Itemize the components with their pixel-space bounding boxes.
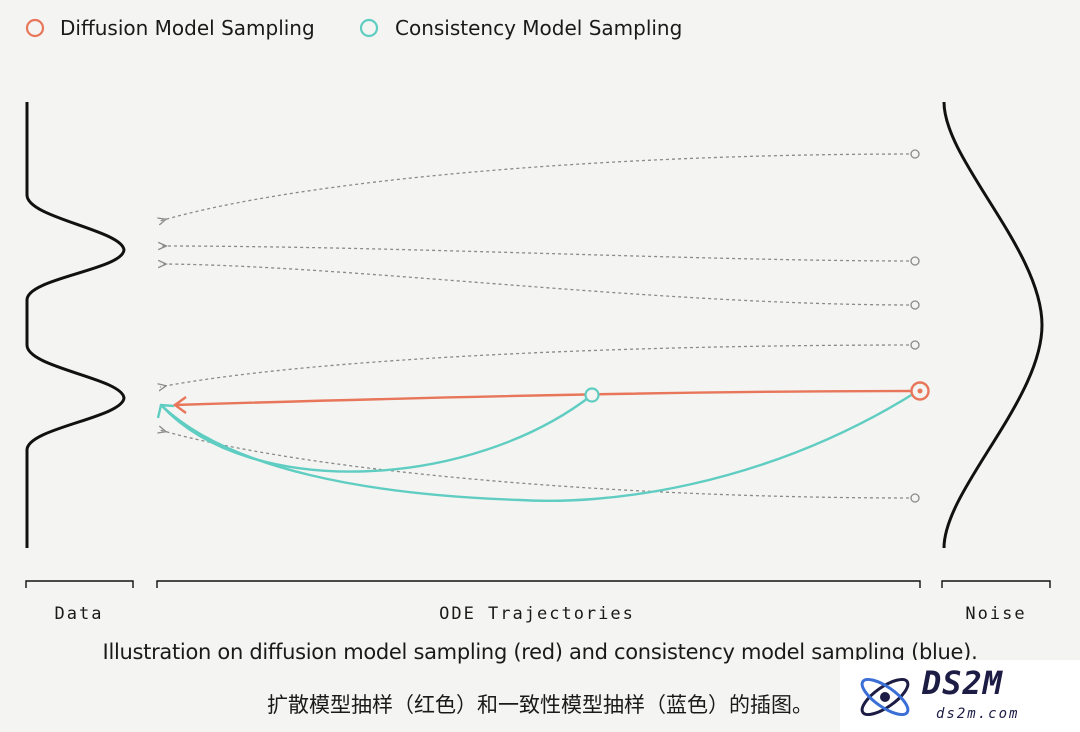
- ode-bracket: [156, 580, 921, 588]
- ode-trajectory: [160, 246, 916, 262]
- caption-english: Illustration on diffusion model sampling…: [102, 640, 978, 664]
- consistency-legend-label: Consistency Model Sampling: [395, 16, 682, 40]
- caption-chinese: 扩散模型抽样（红色）和一致性模型抽样（蓝色）的插图。: [267, 693, 813, 717]
- consistency-sampling-paths: [156, 389, 919, 503]
- noise-bracket: [941, 580, 1051, 588]
- data-bracket: [25, 580, 134, 588]
- diffusion-arrowhead: [172, 396, 187, 414]
- diagram-canvas: Diffusion Model Sampling Consistency Mod…: [25, 16, 1051, 624]
- noise-sample-point: [910, 256, 920, 266]
- noise-axis-label: Noise: [965, 604, 1026, 624]
- atom-logo-icon: [860, 677, 910, 717]
- legend: Diffusion Model Sampling Consistency Mod…: [25, 16, 682, 40]
- diffusion-legend-label: Diffusion Model Sampling: [60, 16, 315, 40]
- diffusion-sampling-path: [172, 381, 930, 414]
- consistency-path-from-noise: [161, 389, 919, 503]
- noise-distribution-curve: [942, 101, 1044, 549]
- data-distribution-curve: [25, 102, 126, 548]
- noise-sample-point: [910, 340, 920, 350]
- consistency-midpoint: [584, 387, 600, 403]
- consistency-arrowhead: [156, 403, 175, 419]
- ode-trajectory: [160, 264, 916, 306]
- axis-brackets: [25, 580, 1051, 588]
- diffusion-legend-marker: [25, 18, 45, 38]
- watermark: DS2M ds2m.com: [840, 660, 1080, 732]
- watermark-url: ds2m.com: [936, 706, 1020, 722]
- noise-sample-point: [910, 149, 920, 159]
- ode-trajectory: [160, 430, 916, 499]
- ode-trajectories: [160, 149, 920, 503]
- ode-trajectory: [160, 153, 916, 221]
- data-axis-label: Data: [55, 604, 104, 624]
- watermark-brand: DS2M: [922, 664, 1004, 702]
- consistency-legend-marker: [359, 18, 379, 38]
- ode-trajectory: [160, 344, 916, 387]
- ode-axis-label: ODE Trajectories: [439, 604, 635, 624]
- diffusion-start-dot: [917, 388, 923, 394]
- noise-sample-point: [910, 300, 920, 310]
- diffusion-trajectory: [173, 389, 913, 407]
- noise-sample-point: [910, 493, 920, 503]
- consistency-path-from-midpoint: [161, 394, 593, 473]
